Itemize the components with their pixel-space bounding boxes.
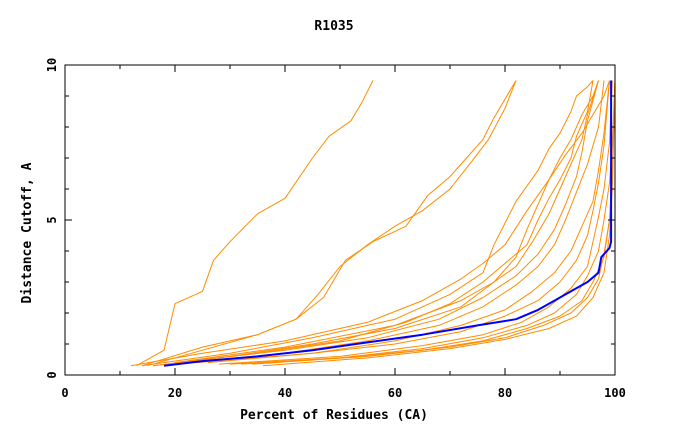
tick-layer: 0 20 40 60 80 100 0 5 10 xyxy=(45,58,626,400)
x-tick-label: 40 xyxy=(278,386,292,400)
series-line-8 xyxy=(174,80,599,364)
series-line-12 xyxy=(218,80,613,365)
series-line-4 xyxy=(130,80,610,367)
series-line-6 xyxy=(152,80,599,367)
y-tick-label: 0 xyxy=(45,371,59,378)
series-line-1 xyxy=(136,80,374,367)
y-axis-label: Distance Cutoff, A xyxy=(20,162,35,303)
x-tick-label: 100 xyxy=(604,386,626,400)
x-axis-label: Percent of Residues (CA) xyxy=(240,408,428,423)
series-line-13 xyxy=(229,80,616,365)
series-line-10 xyxy=(196,80,610,364)
series-line-7 xyxy=(152,80,594,367)
series-line-3 xyxy=(141,80,517,367)
x-tick-label: 60 xyxy=(388,386,402,400)
highlight-series-line xyxy=(163,80,613,367)
series-line-17 xyxy=(174,80,599,364)
x-tick-label: 80 xyxy=(498,386,512,400)
y-tick-label: 5 xyxy=(45,216,59,223)
chart-title: R1035 xyxy=(314,19,353,34)
series-line-11 xyxy=(207,80,610,364)
series-line-2 xyxy=(147,80,517,367)
series-layer xyxy=(130,80,616,367)
x-tick-label: 0 xyxy=(61,386,68,400)
series-line-15 xyxy=(251,80,616,365)
series-line-5 xyxy=(141,80,594,367)
series-line-9 xyxy=(185,80,605,364)
y-tick-label: 10 xyxy=(45,58,59,72)
x-tick-label: 20 xyxy=(168,386,182,400)
series-line-16 xyxy=(262,80,616,367)
